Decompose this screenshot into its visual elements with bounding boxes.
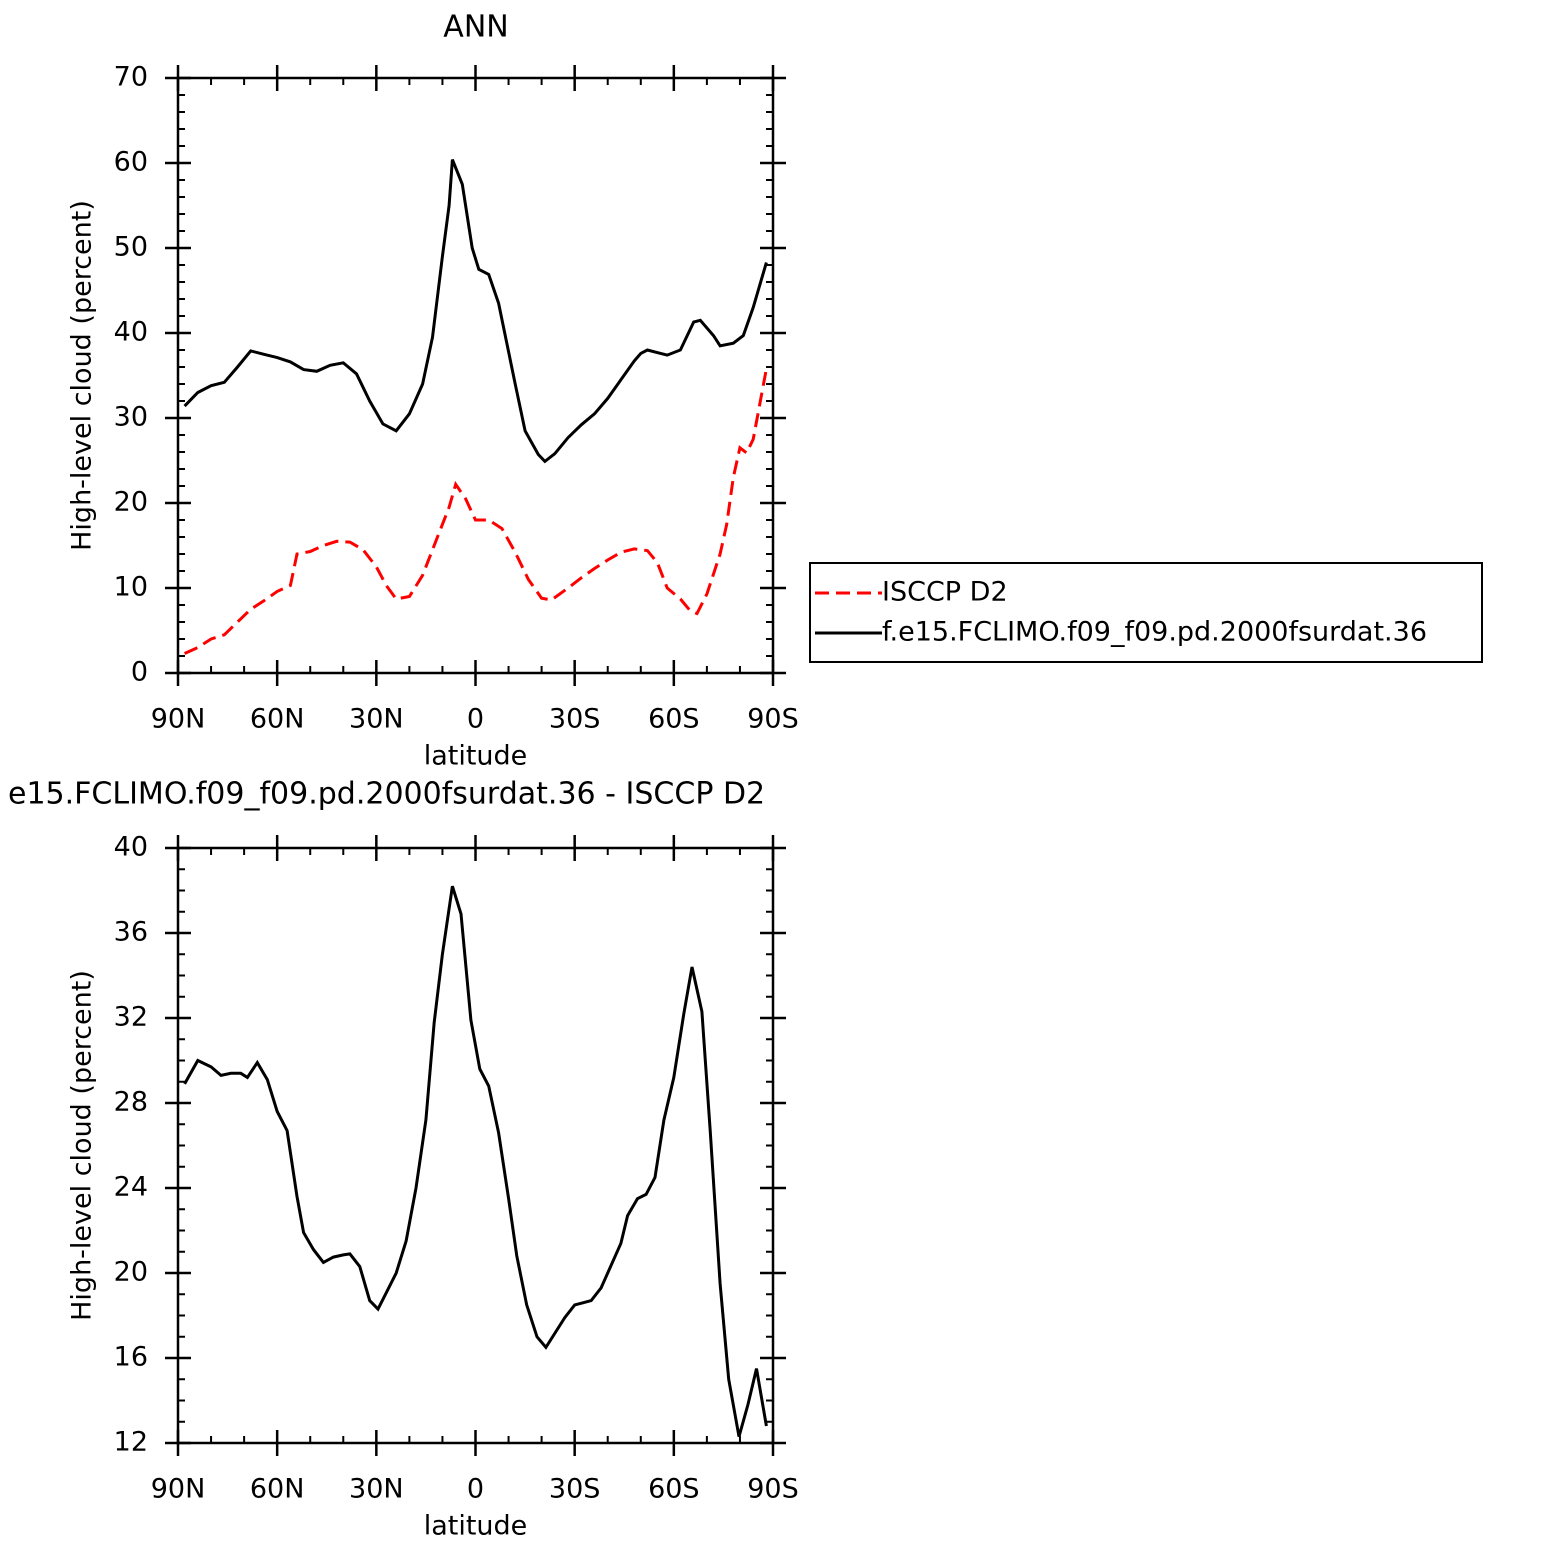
chart-title: ANN <box>443 10 508 45</box>
data-line <box>183 159 768 464</box>
y-tick-label: 40 <box>114 317 148 348</box>
y-tick-label: 30 <box>114 402 148 433</box>
y-tick-label: 70 <box>114 62 148 93</box>
y-tick-label: 16 <box>114 1342 148 1373</box>
x-axis-label: latitude <box>424 741 528 772</box>
x-tick-label: 60S <box>648 704 700 735</box>
y-axis-label: High-level cloud (percent) <box>67 200 98 551</box>
legend: ISCCP D2 f.e15.FCLIMO.f09_f09.pd.2000fsur… <box>809 562 1483 663</box>
data-line <box>183 885 768 1438</box>
x-tick-label: 30N <box>349 704 404 735</box>
y-tick-label: 20 <box>114 487 148 518</box>
y-tick-label: 32 <box>114 1002 148 1033</box>
legend-label: f.e15.FCLIMO.f09_f09.pd.2000fsurdat.36 <box>882 617 1427 648</box>
legend-label: ISCCP D2 <box>882 577 1008 608</box>
y-tick-label: 60 <box>114 147 148 178</box>
y-tick-label: 28 <box>114 1087 148 1118</box>
y-tick-label: 12 <box>114 1427 148 1458</box>
data-line <box>183 368 768 655</box>
y-tick-label: 10 <box>114 572 148 603</box>
x-tick-label: 30S <box>549 704 601 735</box>
x-tick-label: 90N <box>151 1474 206 1505</box>
y-tick-label: 0 <box>131 657 148 688</box>
x-tick-label: 90S <box>747 704 799 735</box>
x-axis-label: latitude <box>424 1511 528 1542</box>
x-tick-label: 90N <box>151 704 206 735</box>
x-tick-label: 60S <box>648 1474 700 1505</box>
x-tick-label: 30N <box>349 1474 404 1505</box>
y-tick-label: 36 <box>114 917 148 948</box>
x-tick-label: 90S <box>747 1474 799 1505</box>
x-tick-label: 30S <box>549 1474 601 1505</box>
x-tick-label: 60N <box>250 1474 305 1505</box>
y-tick-label: 20 <box>114 1257 148 1288</box>
x-tick-label: 0 <box>467 1474 484 1505</box>
x-tick-label: 0 <box>467 704 484 735</box>
chart-title: e15.FCLIMO.f09_f09.pd.2000fsurdat.36 - I… <box>8 777 765 812</box>
y-tick-label: 24 <box>114 1172 148 1203</box>
x-tick-label: 60N <box>250 704 305 735</box>
y-axis-label: High-level cloud (percent) <box>67 970 98 1321</box>
y-tick-label: 40 <box>114 832 148 863</box>
plot-frame <box>176 76 775 675</box>
legend-box <box>809 562 1483 663</box>
y-tick-label: 50 <box>114 232 148 263</box>
plot-frame <box>176 846 775 1445</box>
